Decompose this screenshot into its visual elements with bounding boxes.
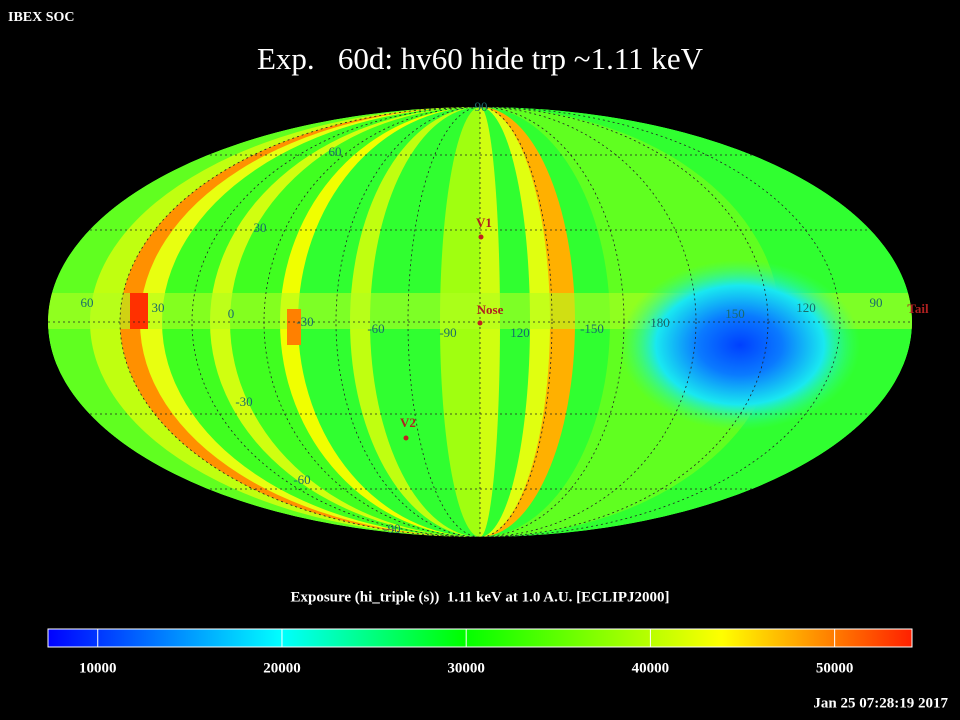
longitude-label: 150 [725,306,745,321]
longitude-label: 0 [228,306,235,321]
longitude-label: 90 [870,295,883,310]
longitude-label: 30 [152,300,165,315]
latitude-label: 90 [475,99,488,114]
longitude-labels: 60 30 0 -30 -60 -90 120 -150 180 150 120… [81,295,883,340]
marker-dot [478,234,484,240]
markers: V1 Nose V2 Tail [400,215,929,441]
colorbar-tick-label: 50000 [816,660,854,676]
marker-label: Nose [477,302,504,317]
latitude-label: -60 [293,472,310,487]
colorbar-tick-label: 30000 [447,660,485,676]
marker-dot [477,320,483,326]
latitude-label: 60 [329,144,342,159]
latitude-label: -30 [235,394,252,409]
latitude-labels: 90 60 30 -30 -60 -90 [235,99,487,536]
longitude-label: 180 [650,315,670,330]
colorbar [47,628,913,648]
timestamp: Jan 25 07:28:19 2017 [813,695,948,711]
longitude-label: -60 [367,321,384,336]
marker-label: Tail [907,301,929,316]
colorbar-tick-label: 20000 [263,660,301,676]
title: Exp. 60d: hv60 hide trp ~1.11 keV [257,41,704,76]
longitude-label: -90 [439,325,456,340]
marker-label: V1 [476,215,492,230]
colorbar-title: Exposure (hi_triple (s)) 1.11 keV at 1.0… [290,589,669,605]
longitude-label: 60 [81,295,94,310]
longitude-label: -30 [296,314,313,329]
header-label: IBEX SOC [8,10,75,25]
sky-map [48,107,912,537]
colorbar-tick-label: 40000 [632,660,670,676]
colorbar-tick-label: 10000 [79,660,117,676]
marker-label: V2 [400,415,416,430]
longitude-label: 120 [510,325,530,340]
longitude-label: 120 [796,300,816,315]
longitude-label: -150 [580,321,604,336]
marker-dot [403,435,409,441]
latitude-label: -90 [383,521,400,536]
latitude-label: 30 [254,220,267,235]
